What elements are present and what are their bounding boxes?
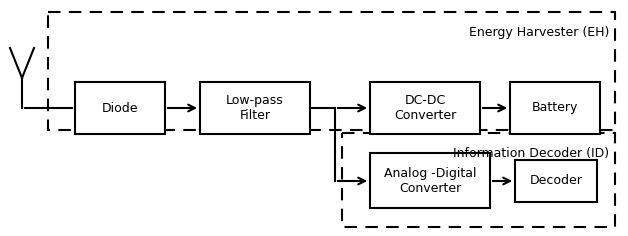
Bar [200, 82, 310, 134]
Text: Low-pass
Filter: Low-pass Filter [226, 94, 284, 122]
Text: Information Decoder (ID): Information Decoder (ID) [453, 147, 609, 160]
Text: Battery: Battery [532, 101, 578, 114]
Bar [75, 82, 165, 134]
Bar [510, 82, 600, 134]
Text: Analog -Digital
Converter: Analog -Digital Converter [384, 167, 476, 194]
Bar [515, 160, 597, 202]
Bar [48, 12, 615, 130]
Bar [342, 133, 615, 227]
Text: Decoder: Decoder [529, 174, 582, 187]
Bar [370, 82, 480, 134]
Bar [370, 153, 490, 208]
Text: Energy Harvester (EH): Energy Harvester (EH) [468, 26, 609, 39]
Text: DC-DC
Converter: DC-DC Converter [394, 94, 456, 122]
Text: Diode: Diode [102, 101, 138, 114]
